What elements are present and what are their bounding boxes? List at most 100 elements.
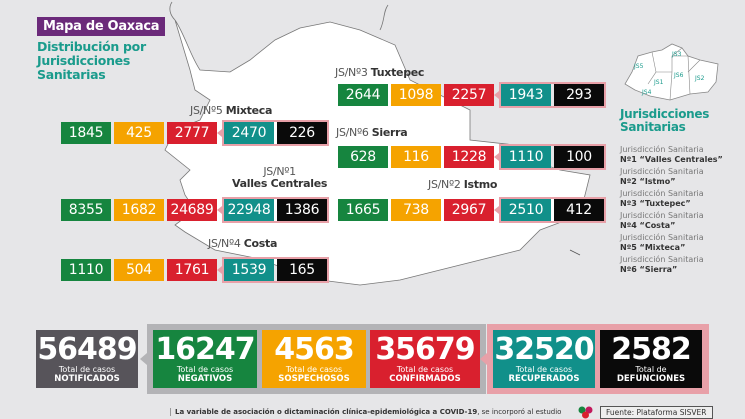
subtitle-line: Sanitarias [37, 67, 106, 82]
negativos-value: 1665 [338, 199, 388, 221]
total-negativos: 16247 Total de casos NEGATIVOS [153, 330, 257, 388]
total-sospechosos: 4563 Total de casos SOSPECHOSOS [262, 330, 366, 388]
jurisdiction-prefix: JS/Nº2 [428, 178, 461, 191]
subtitle-line: Distribución por [37, 39, 146, 54]
legend-item: Jurisdicción Sanitaria Nº3 “Tuxtepec” [620, 189, 723, 209]
legend-item: Jurisdicción Sanitaria Nº1 “Valles Centra… [620, 145, 723, 165]
jurisdiction-row-mixteca: 1845 425 2777 2470 226 [61, 120, 329, 146]
jurisdiction-row-tuxtepec: 2644 1098 2257 1943 293 [338, 82, 606, 108]
jurisdiction-prefix: JS/Nº3 [335, 66, 368, 79]
legend-title: Jurisdicciones Sanitarias [620, 108, 709, 134]
legend-title-line: Sanitarias [620, 120, 686, 134]
total-value: 32520 [494, 331, 594, 367]
page-subtitle: Distribución por Jurisdicciones Sanitari… [37, 40, 146, 82]
footnote: La variable de asociación o dictaminació… [170, 408, 561, 416]
defunciones-value: 165 [277, 259, 327, 281]
arrow-notch [140, 353, 147, 365]
total-label: Total de casos [58, 364, 116, 374]
defunciones-value: 1386 [277, 199, 327, 221]
legend-item-line2: Nº6 “Sierra” [620, 265, 678, 274]
legend-item-line1: Jurisdicción Sanitaria [620, 211, 704, 220]
jurisdiction-name: Istmo [463, 178, 498, 191]
mini-map-label-js3: JS3 [671, 51, 682, 58]
confirmados-value: 2967 [444, 199, 494, 221]
confirmados-value: 1228 [444, 146, 494, 168]
arrow-notch [480, 353, 487, 365]
ssa-logo-icon [578, 406, 593, 419]
legend-title-line: Jurisdicciones [620, 107, 710, 121]
mini-map-label-js5: JS5 [633, 63, 644, 70]
jurisdiction-label-sierra: JS/Nº6 Sierra [336, 126, 408, 139]
legend-item-line1: Jurisdicción Sanitaria [620, 233, 704, 242]
defunciones-value: 226 [277, 122, 327, 144]
jurisdiction-prefix: JS/Nº4 [208, 237, 241, 250]
jurisdiction-name: Mixteca [225, 104, 273, 117]
total-label: Total de casos [396, 364, 454, 374]
confirmados-value: 24689 [167, 199, 217, 221]
total-category: NEGATIVOS [177, 373, 233, 384]
defunciones-value: 293 [554, 84, 604, 106]
sospechosos-value: 116 [391, 146, 441, 168]
legend-item-line2: Nº4 “Costa” [620, 221, 676, 230]
legend-item-line1: Jurisdicción Sanitaria [620, 189, 704, 198]
mini-map-label-js6: JS6 [673, 72, 684, 79]
legend-item-line2: Nº3 “Tuxtepec” [620, 199, 691, 208]
legend-item: Jurisdicción Sanitaria Nº5 “Mixteca” [620, 233, 723, 253]
total-defunciones: 2582 Total de DEFUNCIONES [600, 330, 702, 388]
totals-bar: 56489 Total de casos NOTIFICADOS 16247 T… [0, 324, 745, 394]
jurisdiction-prefix: JS/Nº6 [336, 126, 369, 139]
legend-list: Jurisdicción Sanitaria Nº1 “Valles Centra… [620, 145, 723, 277]
sospechosos-value: 425 [114, 122, 164, 144]
jurisdiction-name: Valles Centrales [232, 177, 328, 190]
total-category: NOTIFICADOS [54, 373, 120, 384]
legend-item-line2: Nº2 “Istmo” [620, 177, 676, 186]
total-value: 4563 [274, 331, 354, 367]
jurisdiction-name: Tuxtepec [370, 66, 425, 79]
total-value: 35679 [375, 331, 475, 367]
jurisdiction-label-tuxtepec: JS/Nº3 Tuxtepec [335, 66, 424, 79]
legend-item-line2: Nº1 “Valles Centrales” [620, 155, 723, 164]
total-label: Total de casos [285, 364, 343, 374]
jurisdiction-label-istmo: JS/Nº2 Istmo [428, 178, 497, 191]
legend-item: Jurisdicción Sanitaria Nº6 “Sierra” [620, 255, 723, 275]
negativos-value: 2644 [338, 84, 388, 106]
negativos-value: 8355 [61, 199, 111, 221]
confirmados-value: 1761 [167, 259, 217, 281]
total-category: RECUPERADOS [508, 373, 580, 384]
sospechosos-value: 1098 [391, 84, 441, 106]
confirmados-value: 2257 [444, 84, 494, 106]
subtitle-line: Jurisdicciones [37, 53, 130, 68]
jurisdiction-row-istmo: 1665 738 2967 2510 412 [338, 197, 606, 223]
jurisdiction-label-valles-centrales: JS/Nº1 Valles Centrales [232, 166, 327, 190]
defunciones-value: 412 [554, 199, 604, 221]
confirmados-value: 2777 [167, 122, 217, 144]
negativos-value: 1110 [61, 259, 111, 281]
total-label: Total de casos [176, 364, 234, 374]
jurisdiction-prefix: JS/Nº1 [263, 165, 296, 178]
mini-map-icon: JS3 JS5 JS6 JS1 JS2 JS4 [624, 43, 719, 101]
footnote-bold: La variable de asociación o dictaminació… [175, 408, 478, 416]
legend-item-line1: Jurisdicción Sanitaria [620, 167, 704, 176]
mini-map-label-js2: JS2 [694, 75, 705, 82]
jurisdiction-row-costa: 1110 504 1761 1539 165 [61, 257, 329, 283]
legend-item: Jurisdicción Sanitaria Nº2 “Istmo” [620, 167, 723, 187]
recuperados-value: 1943 [501, 84, 551, 106]
jurisdiction-label-costa: JS/Nº4 Costa [208, 237, 277, 250]
jurisdiction-label-mixteca: JS/Nº5 Mixteca [190, 104, 272, 117]
mini-map-label-js1: JS1 [653, 79, 664, 86]
recuperados-value: 22948 [224, 199, 274, 221]
total-value: 16247 [155, 331, 255, 367]
total-category: DEFUNCIONES [616, 373, 686, 384]
footnote-rest: , se incorporó al estudio [477, 408, 562, 416]
negativos-value: 628 [338, 146, 388, 168]
total-confirmados: 35679 Total de casos CONFIRMADOS [370, 330, 480, 388]
sospechosos-value: 738 [391, 199, 441, 221]
total-value: 2582 [611, 331, 691, 367]
recuperados-value: 2470 [224, 122, 274, 144]
legend-item-line1: Jurisdicción Sanitaria [620, 145, 704, 154]
recuperados-value: 1539 [224, 259, 274, 281]
jurisdiction-row-valles-centrales: 8355 1682 24689 22948 1386 [61, 197, 329, 223]
sospechosos-value: 1682 [114, 199, 164, 221]
page-title: Mapa de Oaxaca [37, 17, 166, 36]
total-notificados: 56489 Total de casos NOTIFICADOS [36, 330, 138, 388]
